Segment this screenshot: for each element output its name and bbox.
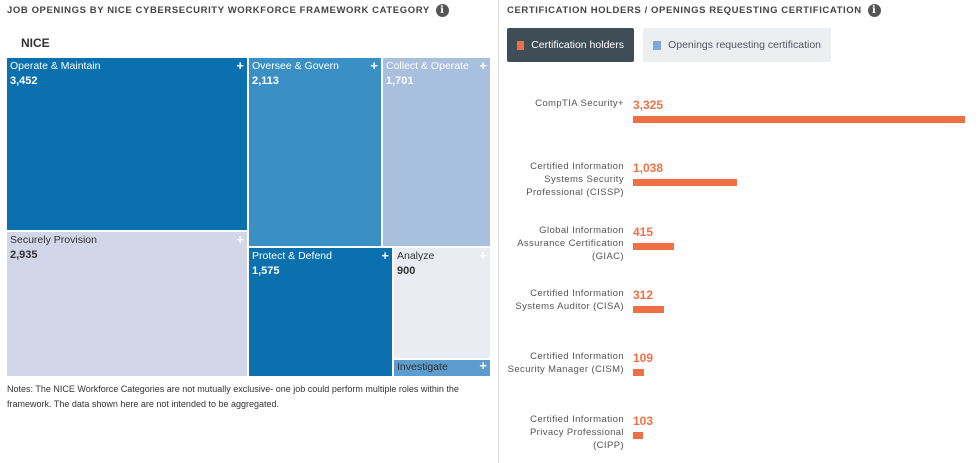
bar-holders[interactable] <box>633 116 965 123</box>
treemap-tile-securely-provision[interactable]: Securely Provision 2,935 + <box>7 232 247 376</box>
treemap-tile-value: 1,701 <box>386 75 414 87</box>
expand-plus-icon[interactable]: + <box>381 248 389 263</box>
bar-chart-title-text: CERTIFICATION HOLDERS / OPENINGS REQUEST… <box>507 5 862 16</box>
treemap-tile-value: 3,452 <box>10 75 38 87</box>
expand-plus-icon[interactable]: + <box>479 248 487 263</box>
treemap-tile-value: 900 <box>397 265 416 277</box>
bar-value-label: 103 <box>633 414 654 428</box>
bar-value-label: 312 <box>633 288 654 302</box>
treemap-root-label: NICE <box>21 36 50 50</box>
expand-plus-icon[interactable]: + <box>370 58 378 73</box>
legend-holders-label: Certification holders <box>531 39 624 51</box>
expand-plus-icon[interactable]: + <box>236 58 244 73</box>
expand-plus-icon[interactable]: + <box>479 58 487 73</box>
treemap-tile-operate-maintain[interactable]: Operate & Maintain 3,452 + <box>7 58 247 230</box>
bar-holders[interactable] <box>633 369 644 376</box>
bar-category-label: CompTIA Security+ <box>535 98 624 109</box>
treemap-tile-label: Operate & Maintain <box>10 60 101 72</box>
treemap-tile-label: Protect & Defend <box>252 250 332 262</box>
expand-plus-icon[interactable]: + <box>479 360 487 373</box>
bar-holders[interactable] <box>633 179 737 186</box>
bar-holders[interactable] <box>633 432 643 439</box>
notes-text: Notes: The NICE Workforce Categories are… <box>7 384 459 409</box>
treemap-tile-label: Oversee & Govern <box>252 60 339 72</box>
treemap-title: JOB OPENINGS BY NICE CYBERSECURITY WORKF… <box>7 4 449 17</box>
bar-category-label: Certified Information Systems Security Pro… <box>526 161 624 198</box>
legend-holders-swatch <box>517 40 525 50</box>
bar-holders[interactable] <box>633 306 664 313</box>
bar-category-label: Certified Information Systems Auditor (CI… <box>515 288 624 312</box>
bar-category-label: Certified Information Privacy Professiona… <box>529 414 624 451</box>
info-icon[interactable]: i <box>867 4 881 17</box>
treemap-tile-analyze[interactable]: Analyze 900 + <box>394 248 490 358</box>
treemap-tile-value: 2,113 <box>252 75 279 87</box>
treemap-tile-value: 2,935 <box>10 249 38 261</box>
treemap-tile-protect-defend[interactable]: Protect & Defend 1,575 + <box>249 248 392 376</box>
legend-openings-button[interactable]: Openings requesting certification <box>643 28 831 62</box>
bar-value-label: 3,325 <box>633 98 664 112</box>
treemap-tile-label: Analyze <box>397 250 435 262</box>
expand-plus-icon[interactable]: + <box>236 232 244 247</box>
treemap-tile-label: Investigate <box>397 361 448 373</box>
treemap-tile-label: Securely Provision <box>10 234 97 246</box>
treemap-tile-collect-operate[interactable]: Collect & Operate 1,701 + <box>383 58 490 246</box>
info-icon[interactable]: i <box>435 4 449 17</box>
bar-chart-title: CERTIFICATION HOLDERS / OPENINGS REQUEST… <box>507 4 881 17</box>
legend-openings-swatch <box>653 40 662 50</box>
treemap-tile-value: 1,575 <box>252 265 280 277</box>
legend-holders-button[interactable]: Certification holders <box>507 28 634 62</box>
bar-category-label: Certified Information Security Manager (C… <box>507 351 624 375</box>
bar-value-label: 1,038 <box>633 161 664 175</box>
treemap-title-text: JOB OPENINGS BY NICE CYBERSECURITY WORKF… <box>7 5 430 16</box>
treemap-tile-investigate[interactable]: Investigate + <box>394 360 490 376</box>
treemap-tile-label: Collect & Operate <box>386 60 469 72</box>
bar-category-label: Global Information Assurance Certificatio… <box>517 225 624 262</box>
panel-divider <box>498 0 499 463</box>
bar-value-label: 415 <box>633 225 654 239</box>
treemap-tile-oversee-govern[interactable]: Oversee & Govern 2,113 + <box>249 58 381 246</box>
bar-value-label: 109 <box>633 351 654 365</box>
bar-holders[interactable] <box>633 243 674 250</box>
legend-openings-label: Openings requesting certification <box>668 39 821 51</box>
